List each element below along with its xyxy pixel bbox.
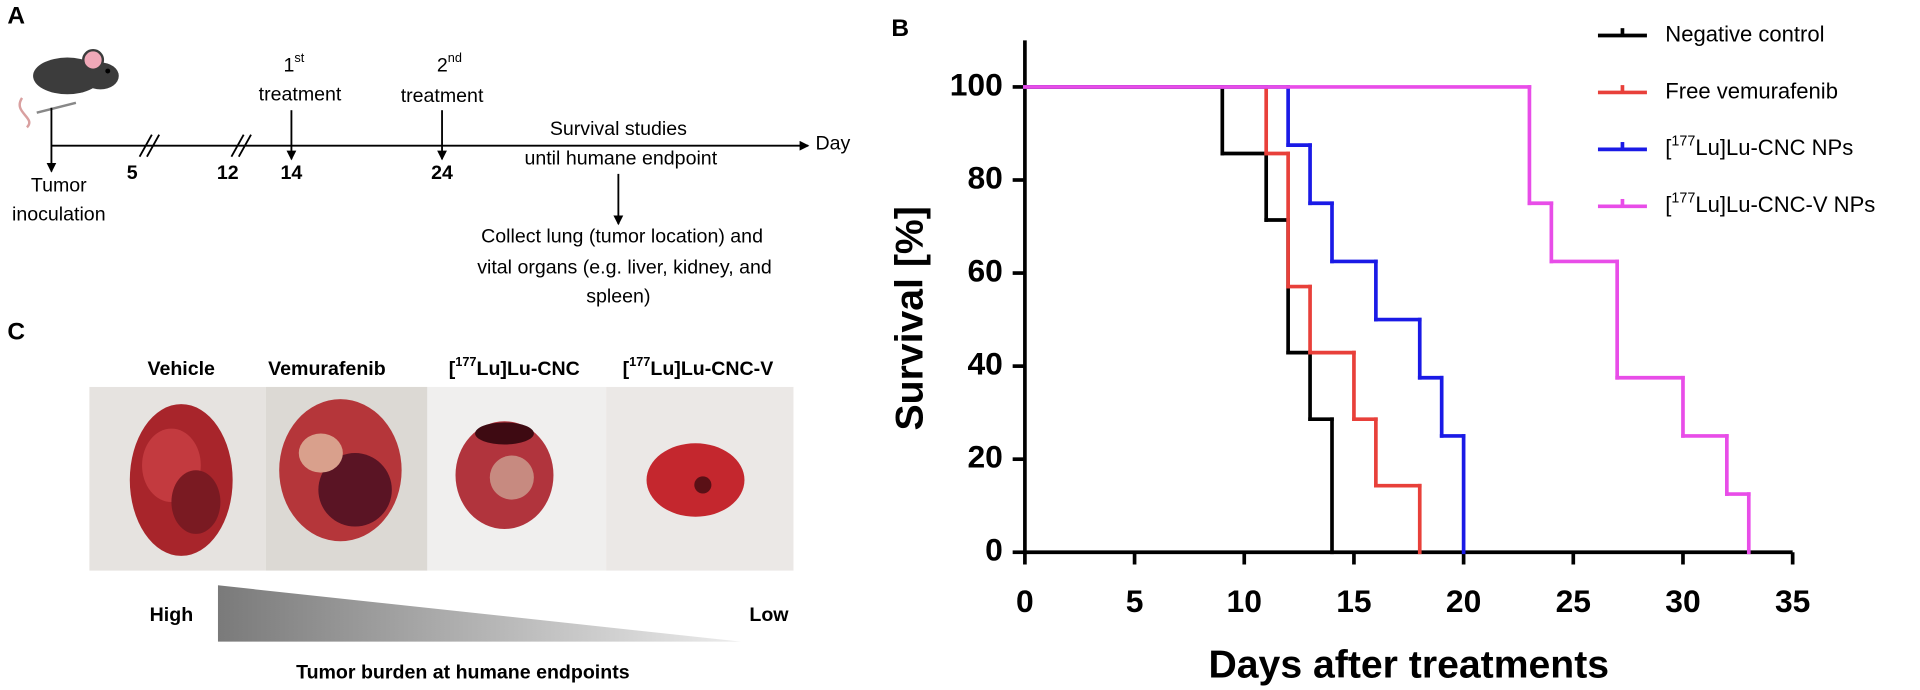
- panel-label: A: [7, 3, 25, 30]
- note: vital organs (e.g. liver, kidney, and: [477, 256, 772, 278]
- day-label: Day: [816, 133, 851, 155]
- treatment-label: 2nd: [437, 50, 462, 76]
- x-tick-label: 30: [1665, 583, 1700, 619]
- organ-photos: [89, 386, 794, 571]
- note: Collect lung (tumor location) and: [481, 226, 763, 248]
- legend-label: [177Lu]Lu-CNC-V NPs: [1665, 190, 1875, 217]
- note: until humane endpoint: [524, 147, 717, 169]
- y-tick-label: 0: [985, 532, 1003, 568]
- axis-break: [138, 134, 252, 158]
- high-label: High: [150, 604, 194, 626]
- treatment-text: treatment: [401, 85, 484, 107]
- legend-label: [177Lu]Lu-CNC NPs: [1665, 133, 1853, 160]
- y-tick-label: 60: [967, 252, 1002, 288]
- survival-chart: 0 20 40 60 80 100 0 5 10 15 20 25 30 35 Days after tre…: [889, 21, 1876, 686]
- x-tick-label: 0: [1016, 583, 1034, 619]
- caption: Tumor burden at humane endpoints: [296, 662, 630, 684]
- x-axis-title: Days after treatments: [1208, 644, 1609, 687]
- group-label: [177Lu]Lu-CNC: [449, 354, 580, 380]
- x-tick-label: 25: [1556, 583, 1591, 619]
- group-label: [177Lu]Lu-CNC-V: [623, 354, 774, 380]
- group-label: Vehicle: [147, 358, 215, 380]
- note: spleen): [586, 286, 650, 308]
- day-tick: 24: [431, 162, 453, 184]
- mouse-icon: [18, 48, 119, 129]
- group-label: Vemurafenib: [268, 358, 386, 380]
- x-tick-label: 5: [1126, 583, 1144, 619]
- y-tick-label: 100: [950, 66, 1003, 102]
- x-tick-label: 35: [1775, 583, 1810, 619]
- burden-gradient: [217, 585, 741, 642]
- treatment-label: 1st: [283, 50, 304, 76]
- y-tick-label: 20: [967, 439, 1002, 475]
- panel-label: C: [7, 319, 25, 346]
- legend-label: Negative control: [1665, 21, 1824, 46]
- day-tick: 5: [127, 162, 138, 184]
- x-tick-label: 20: [1446, 583, 1481, 619]
- y-tick-label: 40: [967, 346, 1002, 382]
- treatment-text: treatment: [259, 84, 342, 106]
- low-label: Low: [749, 604, 789, 626]
- y-axis-title: Survival [%]: [889, 206, 932, 430]
- day-tick: 14: [281, 162, 303, 184]
- panel-label: B: [891, 15, 909, 42]
- legend-label: Free vemurafenib: [1665, 78, 1838, 103]
- inoculation-label: Tumor: [31, 174, 87, 196]
- inoculation-label: inoculation: [12, 204, 106, 226]
- y-tick-label: 80: [967, 159, 1002, 195]
- x-tick-label: 10: [1227, 583, 1262, 619]
- note: Survival studies: [550, 118, 687, 140]
- day-tick: 12: [217, 162, 239, 184]
- x-tick-label: 15: [1336, 583, 1371, 619]
